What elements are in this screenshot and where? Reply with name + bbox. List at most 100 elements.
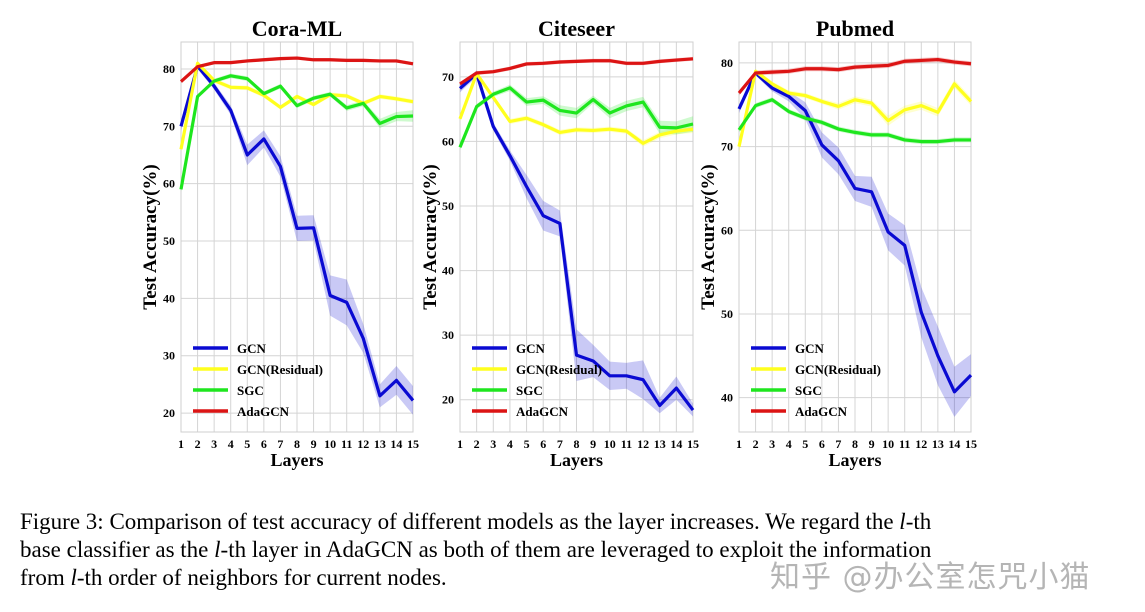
x-tick-label: 14 (948, 437, 960, 451)
y-tick-label: 70 (442, 70, 454, 84)
y-axis-label: Test Accuracy(%) (420, 164, 441, 309)
y-tick-label: 60 (163, 177, 175, 191)
legend-label: SGC (237, 383, 264, 398)
x-tick-label: 15 (965, 437, 977, 451)
x-tick-label: 5 (524, 437, 530, 451)
x-tick-label: 8 (852, 437, 858, 451)
y-tick-label: 60 (442, 134, 454, 148)
figure-3-charts: 1 2 3 4 5 6 7 8 9 10 11 12 13 14 1520304050607080Cora-… (140, 16, 977, 470)
x-tick-label: 1 (178, 437, 184, 451)
y-tick-label: 30 (442, 328, 454, 342)
x-tick-label: 2 (195, 437, 201, 451)
x-tick-label: 12 (357, 437, 369, 451)
x-tick-label: 4 (786, 437, 792, 451)
x-axis-label: Layers (550, 450, 603, 470)
y-tick-label: 50 (442, 199, 454, 213)
x-tick-label: 14 (670, 437, 682, 451)
x-tick-label: 11 (621, 437, 632, 451)
figure-caption: Figure 3: Comparison of test accuracy of… (20, 508, 1140, 592)
x-tick-label: 7 (835, 437, 841, 451)
x-tick-label: 8 (294, 437, 300, 451)
legend-label: GCN (516, 341, 546, 356)
y-tick-label: 40 (442, 264, 454, 278)
x-tick-label: 12 (915, 437, 927, 451)
chart-citeseer: 1 2 3 4 5 6 7 8 9 10 11 12 13 14 15203040506070Citesee… (420, 16, 699, 470)
x-tick-label: 9 (869, 437, 875, 451)
x-tick-label: 13 (932, 437, 944, 451)
y-axis-label: Test Accuracy(%) (140, 164, 161, 309)
x-tick-label: 11 (341, 437, 352, 451)
y-tick-label: 80 (721, 56, 733, 70)
plot-frame (459, 41, 694, 433)
legend-label: GCN(Residual) (795, 362, 881, 377)
caption-line-2: base classifier as the l-th layer in Ada… (20, 537, 932, 562)
x-tick-label: 7 (557, 437, 563, 451)
chart-title: Citeseer (538, 16, 615, 41)
x-tick-label: 3 (490, 437, 496, 451)
caption-line-1: Figure 3: Comparison of test accuracy of… (20, 509, 932, 534)
legend-label: GCN(Residual) (516, 362, 602, 377)
band-gcn (181, 63, 413, 415)
y-tick-label: 20 (442, 393, 454, 407)
legend-label: GCN (237, 341, 267, 356)
x-tick-label: 10 (604, 437, 616, 451)
chart-title: Cora-ML (252, 16, 342, 41)
band-sgc (181, 73, 413, 192)
legend-label: AdaGCN (237, 404, 290, 419)
legend-label: AdaGCN (516, 404, 569, 419)
x-tick-label: 2 (753, 437, 759, 451)
x-tick-label: 13 (374, 437, 386, 451)
y-tick-label: 20 (163, 406, 175, 420)
x-tick-label: 12 (637, 437, 649, 451)
x-tick-label: 6 (540, 437, 546, 451)
x-tick-label: 5 (244, 437, 250, 451)
legend: GCN GCN(Residual) SGC AdaGCN (751, 341, 881, 419)
plot-frame (738, 41, 972, 433)
x-tick-label: 15 (407, 437, 419, 451)
band-sgc (460, 84, 693, 150)
x-tick-label: 6 (261, 437, 267, 451)
caption-line-3: from l-th order of neighbors for current… (20, 565, 447, 590)
x-tick-label: 14 (390, 437, 402, 451)
x-tick-label: 3 (211, 437, 217, 451)
y-tick-label: 40 (163, 291, 175, 305)
y-tick-label: 40 (721, 391, 733, 405)
x-tick-label: 1 (457, 437, 463, 451)
y-tick-label: 60 (721, 223, 733, 237)
chart-pubmed: 1 2 3 4 5 6 7 8 9 10 11 12 13 14 154050607080PubmedLay… (698, 16, 977, 470)
x-tick-label: 10 (324, 437, 336, 451)
legend-label: AdaGCN (795, 404, 848, 419)
x-tick-label: 10 (882, 437, 894, 451)
legend: GCN GCN(Residual) SGC AdaGCN (472, 341, 602, 419)
plot-frame (180, 41, 414, 433)
x-tick-label: 4 (507, 437, 513, 451)
x-tick-label: 9 (311, 437, 317, 451)
x-tick-label: 1 (736, 437, 742, 451)
x-tick-label: 6 (819, 437, 825, 451)
chart-cora-ml: 1 2 3 4 5 6 7 8 9 10 11 12 13 14 1520304050607080Cora-… (140, 16, 419, 470)
y-tick-label: 30 (163, 349, 175, 363)
chart-title: Pubmed (816, 16, 894, 41)
x-tick-label: 13 (654, 437, 666, 451)
y-tick-label: 50 (163, 234, 175, 248)
legend-label: GCN(Residual) (237, 362, 323, 377)
x-tick-label: 3 (769, 437, 775, 451)
x-tick-label: 2 (474, 437, 480, 451)
legend-label: SGC (795, 383, 822, 398)
y-tick-label: 50 (721, 307, 733, 321)
x-axis-label: Layers (829, 450, 882, 470)
y-axis-label: Test Accuracy(%) (698, 164, 719, 309)
y-tick-label: 70 (163, 119, 175, 133)
x-tick-label: 5 (802, 437, 808, 451)
x-axis-label: Layers (271, 450, 324, 470)
x-tick-label: 11 (899, 437, 910, 451)
legend: GCN GCN(Residual) SGC AdaGCN (193, 341, 323, 419)
band-gcn(residual) (460, 71, 693, 147)
legend-label: SGC (516, 383, 543, 398)
y-tick-label: 70 (721, 140, 733, 154)
x-tick-label: 9 (590, 437, 596, 451)
legend-label: GCN (795, 341, 825, 356)
x-tick-label: 7 (277, 437, 283, 451)
y-tick-label: 80 (163, 62, 175, 76)
band-gcn (739, 70, 971, 417)
